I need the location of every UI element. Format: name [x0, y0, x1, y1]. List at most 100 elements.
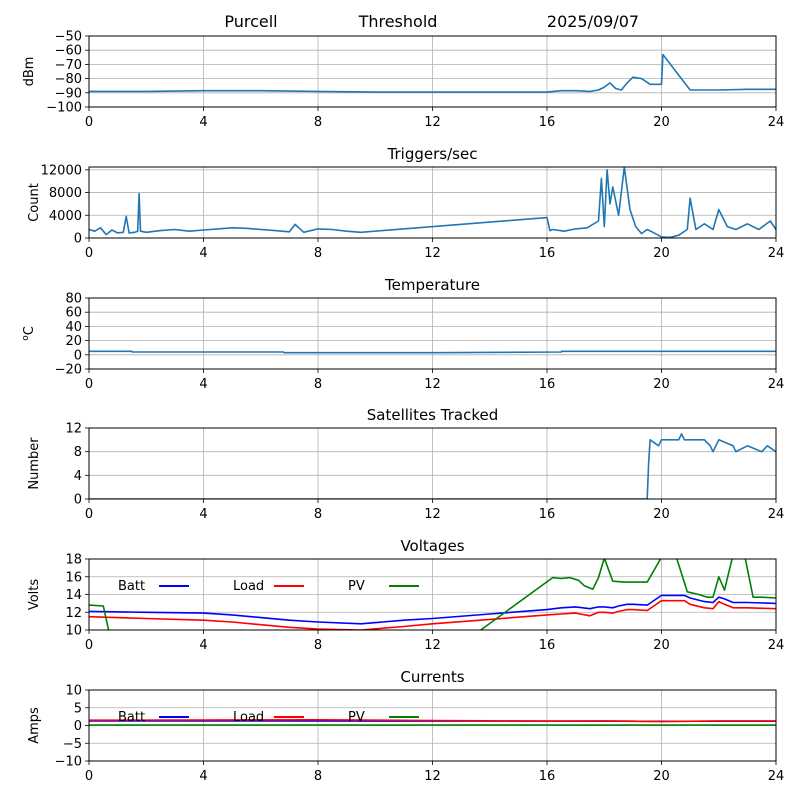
x-tick-label: 16 [539, 769, 556, 784]
y-axis-label-unit: C [22, 326, 37, 335]
series-line [89, 350, 776, 354]
y-tick-label: 12 [65, 422, 82, 437]
series-group [89, 433, 776, 499]
legend: Batt Load PV [118, 710, 419, 725]
plot-frame [88, 558, 777, 631]
legend-label-pv: PV [348, 710, 365, 725]
y-tick-label: −80 [55, 72, 82, 87]
y-tick-label: 8000 [49, 186, 82, 201]
x-tick-label: 8 [314, 246, 322, 261]
x-tick-label: 12 [424, 769, 441, 784]
plot-frame [88, 689, 777, 762]
x-tick-label: 16 [539, 246, 556, 261]
plot-frame [88, 35, 777, 108]
series-line-pv [89, 559, 776, 630]
chart-title: Voltages [400, 537, 464, 555]
y-tick-label: 5 [74, 701, 82, 716]
y-tick-label: −10 [55, 755, 82, 770]
y-tick-label: −60 [55, 44, 82, 59]
x-tick-label: 24 [768, 769, 785, 784]
y-axis-label: Amps [27, 707, 42, 744]
x-tick-label: 24 [768, 638, 785, 653]
chart-panel-1: 0 4 8 12 16 20 24 0 4000 8000 12000 Triggers/sec Cou… [27, 145, 784, 261]
chart-title: Satellites Tracked [367, 406, 498, 424]
series-group [89, 53, 776, 93]
x-tick-label: 12 [424, 246, 441, 261]
x-tick-label: 12 [424, 115, 441, 130]
x-tick-label: 4 [199, 769, 207, 784]
station-label: Purcell [224, 12, 277, 31]
y-tick-label: 4 [74, 469, 82, 484]
y-tick-label: −5 [63, 737, 82, 752]
x-tick-label: 8 [314, 769, 322, 784]
series-line [89, 53, 776, 93]
y-tick-label: 14 [65, 588, 82, 603]
date-label: 2025/09/07 [547, 12, 639, 31]
chart-panel-5: 0 4 8 12 16 20 24 10 5 0 −5 −10 Currents Amps Batt Load… [27, 668, 784, 784]
legend-label-batt: Batt [118, 579, 145, 594]
y-tick-label: 40 [65, 320, 82, 335]
x-tick-label: 8 [314, 115, 322, 130]
y-tick-label: 8 [74, 445, 82, 460]
x-tick-label: 16 [539, 507, 556, 522]
chart-panel-3: 0 4 8 12 16 20 24 12 8 4 0 Satellites Tracked Number [27, 406, 784, 522]
y-tick-label: 0 [74, 232, 82, 247]
y-tick-label: 0 [74, 348, 82, 363]
x-tick-label: 16 [539, 638, 556, 653]
y-axis-label: dBm [22, 57, 37, 87]
legend-label-load: Load [233, 710, 264, 725]
x-tick-label: 24 [768, 115, 785, 130]
y-tick-label: −90 [55, 86, 82, 101]
x-tick-label: 12 [424, 377, 441, 392]
chart-panel-4: 0 4 8 12 16 20 24 18 16 14 12 10 Voltages Volts Batt Lo… [27, 537, 784, 653]
plot-frame [88, 166, 777, 239]
y-tick-label: 4000 [49, 209, 82, 224]
x-tick-label: 0 [85, 638, 93, 653]
y-tick-label: 0 [74, 719, 82, 734]
x-tick-label: 0 [85, 769, 93, 784]
x-tick-label: 8 [314, 507, 322, 522]
y-tick-label: 12000 [41, 163, 82, 178]
x-tick-label: 0 [85, 377, 93, 392]
legend-label-pv: PV [348, 579, 365, 594]
y-tick-label: −50 [55, 30, 82, 45]
series-line-load [89, 718, 776, 723]
y-tick-label: 12 [65, 606, 82, 621]
legend-label-load: Load [233, 579, 264, 594]
x-tick-label: 4 [199, 638, 207, 653]
y-tick-label: 16 [65, 570, 82, 585]
x-tick-label: 16 [539, 377, 556, 392]
series-line [89, 433, 776, 499]
series-line-load [89, 599, 776, 630]
series-line [89, 167, 776, 238]
y-axis-label: oC [21, 326, 37, 341]
x-tick-label: 12 [424, 638, 441, 653]
y-tick-label: 10 [65, 624, 82, 639]
y-tick-label: 20 [65, 334, 82, 349]
x-tick-label: 4 [199, 377, 207, 392]
x-tick-label: 24 [768, 507, 785, 522]
series-group [89, 350, 776, 354]
chart-title: Currents [400, 668, 464, 686]
y-tick-label: 60 [65, 306, 82, 321]
x-tick-label: 20 [653, 507, 670, 522]
x-tick-label: 20 [653, 769, 670, 784]
y-axis-label: Volts [27, 579, 42, 611]
x-tick-label: 8 [314, 638, 322, 653]
y-axis-label-degree: o [21, 335, 31, 341]
x-tick-label: 20 [653, 638, 670, 653]
series-group [89, 167, 776, 238]
x-tick-label: 4 [199, 115, 207, 130]
x-tick-label: 20 [653, 377, 670, 392]
y-tick-label: −70 [55, 58, 82, 73]
x-tick-label: 24 [768, 246, 785, 261]
y-tick-label: 0 [74, 493, 82, 508]
mode-label: Threshold [358, 12, 438, 31]
chart-panel-0: 0 4 8 12 16 20 24 −50−60−70−80−90−100 dBm [22, 30, 784, 131]
y-tick-label: 10 [65, 684, 82, 699]
series-group [89, 559, 776, 630]
x-tick-label: 16 [539, 115, 556, 130]
chart-title: Triggers/sec [387, 145, 478, 163]
legend-label-batt: Batt [118, 710, 145, 725]
